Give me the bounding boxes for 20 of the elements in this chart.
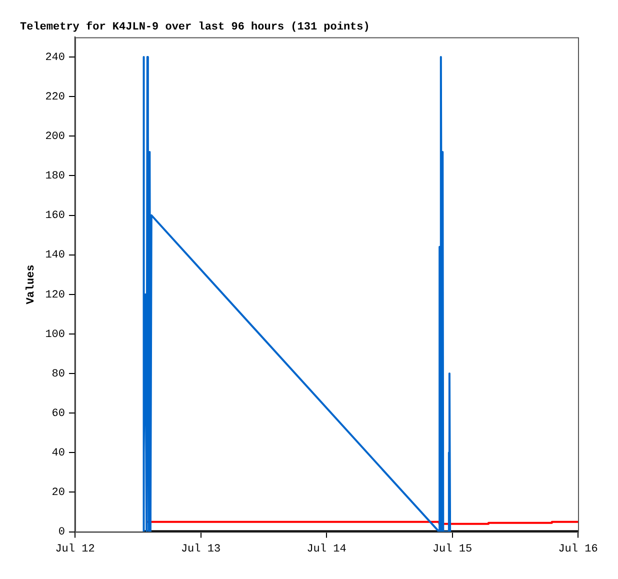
x-tick-label: Jul 15 bbox=[432, 543, 472, 556]
y-tick-label: 200 bbox=[45, 131, 66, 144]
y-tick-label: 240 bbox=[45, 52, 66, 64]
y-tick-label: 100 bbox=[45, 328, 66, 341]
y-tick-label: 160 bbox=[45, 210, 66, 222]
y-tick-label: 0 bbox=[58, 526, 66, 539]
y-tick-label: 140 bbox=[45, 250, 66, 262]
y-tick-label: 20 bbox=[52, 487, 66, 500]
y-tick-label: 80 bbox=[52, 368, 66, 380]
y-tick-label: 60 bbox=[52, 408, 66, 420]
x-tick-label: Jul 16 bbox=[558, 543, 598, 556]
x-tick-label: Jul 13 bbox=[180, 543, 221, 556]
y-tick-label: 220 bbox=[45, 91, 66, 104]
chart-title: Telemetry for K4JLN-9 over last 96 hours (131 points) bbox=[20, 20, 370, 34]
x-tick-label: Jul 12 bbox=[55, 543, 95, 556]
y-axis-title: Values bbox=[25, 264, 38, 304]
y-tick-label: 120 bbox=[45, 289, 66, 302]
x-tick-label: Jul 14 bbox=[306, 543, 347, 556]
y-tick-label: 40 bbox=[52, 448, 66, 460]
y-tick-label: 180 bbox=[45, 170, 66, 183]
